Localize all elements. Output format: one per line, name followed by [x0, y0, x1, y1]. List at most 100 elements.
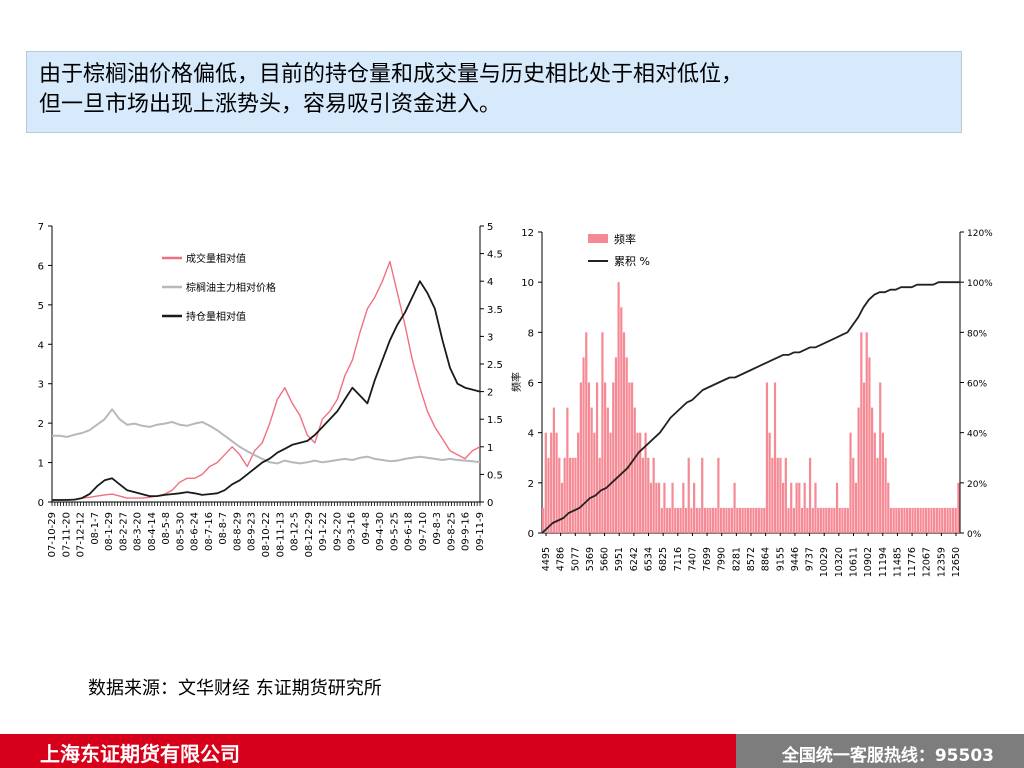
histogram-bar — [736, 507, 739, 533]
x-tick-label: 09-4-8 — [361, 512, 372, 545]
histogram-bar — [625, 357, 628, 533]
footer-bar: 上海东证期货有限公司 全国统一客服热线：95503 — [0, 734, 1024, 768]
histogram-bar — [598, 457, 601, 534]
histogram-bar — [822, 507, 825, 533]
hist-x-tick-label: 11776 — [907, 547, 918, 577]
histogram-bar — [547, 457, 550, 534]
histogram-bar — [725, 507, 728, 533]
histogram-bar — [884, 457, 887, 534]
histogram-bar — [628, 382, 631, 533]
x-tick-label: 08-4-14 — [147, 512, 158, 551]
histogram-bar — [835, 482, 839, 533]
histogram-bar — [941, 507, 944, 533]
histogram-bar — [701, 457, 704, 534]
histogram-bar — [550, 432, 553, 533]
histogram-bar — [733, 482, 736, 533]
histogram-bar — [914, 507, 917, 533]
histogram-bar — [911, 507, 914, 533]
histogram-bar — [906, 507, 909, 533]
histogram-bar — [687, 457, 690, 534]
left-tick-label: 4 — [38, 340, 44, 351]
hist-x-tick-label: 5077 — [570, 547, 581, 571]
histogram-bar — [719, 507, 723, 533]
histogram-bar — [647, 457, 650, 534]
histogram-bar — [698, 507, 701, 533]
right-tick-label: 0.5 — [487, 470, 503, 481]
legend-label-3: 持仓量相对值 — [186, 310, 246, 323]
histogram-bar — [741, 507, 744, 533]
histogram-bar — [671, 482, 674, 533]
histogram-bar — [668, 507, 671, 533]
histogram-bar — [633, 407, 636, 533]
histogram-bar — [790, 482, 793, 533]
histogram-bar — [760, 507, 763, 533]
histogram-bar — [933, 507, 936, 533]
histogram-bar — [927, 507, 930, 533]
histogram-bar — [679, 507, 682, 533]
hist-x-tick-label: 9446 — [790, 547, 801, 571]
x-tick-label: 08-10-22 — [261, 512, 272, 557]
hotline-text: 全国统一客服热线：95503 — [781, 746, 994, 766]
histogram-bar — [555, 432, 558, 533]
x-tick-label: 07-11-20 — [61, 512, 72, 557]
histogram-bar — [666, 507, 669, 533]
left-tick-label: 0 — [38, 498, 44, 509]
hist-x-tick-label: 9155 — [775, 547, 786, 571]
hist-right-tick-label: 120% — [967, 229, 993, 239]
x-tick-label: 09-9-16 — [461, 512, 472, 551]
hist-left-tick-label: 12 — [521, 228, 534, 239]
hist-x-tick-label: 5369 — [585, 547, 596, 571]
histogram-bar — [582, 357, 585, 533]
histogram-bar — [908, 507, 911, 533]
histogram-bar — [817, 507, 820, 533]
headline-box: 由于棕榈油价格偏低，目前的持仓量和成交量与历史相比处于相对低位， 但一旦市场出现… — [26, 51, 962, 133]
histogram-bar — [755, 507, 758, 533]
histogram-bar — [957, 482, 960, 533]
histogram-bar — [862, 382, 866, 533]
histogram-bar — [916, 507, 920, 533]
histogram-bar — [655, 482, 658, 533]
hist-x-tick-label: 7699 — [702, 547, 713, 571]
hist-left-tick-label: 10 — [521, 278, 534, 289]
histogram-bar — [542, 507, 545, 533]
histogram-bar — [860, 332, 863, 533]
histogram-bar — [744, 507, 747, 533]
hist-right-tick-label: 100% — [967, 279, 993, 289]
histogram-bar — [649, 482, 653, 533]
histogram-bar — [566, 407, 569, 533]
histogram-bar — [636, 432, 639, 533]
x-tick-label: 09-8-25 — [446, 512, 457, 551]
histogram-bar — [682, 482, 685, 533]
x-tick-label: 09-8-3 — [432, 512, 443, 545]
histogram-bar — [714, 507, 717, 533]
hist-left-tick-label: 4 — [528, 429, 534, 440]
hist-x-tick-label: 12650 — [951, 547, 962, 577]
histogram-bar — [612, 382, 615, 533]
histogram-bar — [620, 307, 623, 534]
histogram-bar — [571, 457, 574, 534]
histogram-bar — [900, 507, 903, 533]
histogram-bar — [779, 457, 782, 534]
histogram-bar — [709, 507, 712, 533]
histogram-bar — [703, 507, 707, 533]
x-tick-label: 08-12-29 — [304, 512, 315, 557]
histogram-bar — [782, 482, 785, 533]
left-tick-label: 7 — [38, 222, 44, 233]
hist-right-tick-label: 20% — [967, 480, 987, 490]
histogram-bar — [903, 507, 906, 533]
hist-legend-label-bar: 频率 — [614, 232, 636, 246]
hist-x-tick-label: 12359 — [936, 547, 947, 577]
hist-x-tick-label: 8281 — [731, 547, 742, 571]
histogram-bar — [722, 507, 725, 533]
x-tick-label: 08-11-13 — [275, 512, 286, 557]
legend-label-1: 成交量相对值 — [186, 252, 246, 265]
histogram-bar — [873, 432, 876, 533]
histogram-bar — [768, 432, 771, 533]
x-tick-label: 08-8-7 — [218, 512, 229, 545]
histogram-bar — [951, 507, 955, 533]
x-tick-label: 08-12-5 — [290, 512, 301, 551]
hist-x-tick-label: 4495 — [541, 547, 552, 571]
histogram-bar — [857, 407, 860, 533]
cumulative-percent-line — [541, 281, 960, 534]
histogram-bar — [787, 507, 790, 533]
